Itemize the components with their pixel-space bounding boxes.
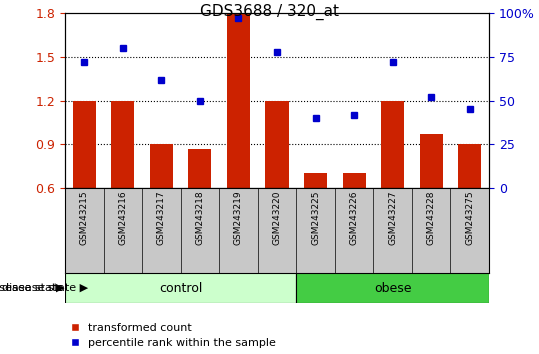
- FancyBboxPatch shape: [296, 273, 489, 303]
- Text: ▶: ▶: [56, 283, 64, 293]
- Bar: [73, 101, 96, 188]
- Bar: [150, 144, 173, 188]
- FancyBboxPatch shape: [65, 273, 296, 303]
- Bar: [342, 173, 365, 188]
- Text: disease state: disease state: [0, 283, 63, 293]
- Text: GDS3688 / 320_at: GDS3688 / 320_at: [200, 4, 339, 20]
- Text: obese: obese: [374, 281, 411, 295]
- Text: GSM243275: GSM243275: [465, 190, 474, 245]
- Text: GSM243216: GSM243216: [119, 190, 127, 245]
- Bar: [304, 173, 327, 188]
- Text: GSM243220: GSM243220: [273, 190, 281, 245]
- Text: control: control: [159, 281, 202, 295]
- Text: GSM243217: GSM243217: [157, 190, 166, 245]
- Bar: [188, 149, 211, 188]
- Bar: [111, 101, 134, 188]
- Text: GSM243218: GSM243218: [196, 190, 204, 245]
- Text: GSM243226: GSM243226: [350, 190, 358, 245]
- Bar: [265, 101, 288, 188]
- Bar: [381, 101, 404, 188]
- Bar: [227, 13, 250, 188]
- Text: GSM243228: GSM243228: [427, 190, 436, 245]
- Text: GSM243215: GSM243215: [80, 190, 89, 245]
- Text: GSM243219: GSM243219: [234, 190, 243, 245]
- Bar: [458, 144, 481, 188]
- Bar: [420, 134, 443, 188]
- Legend: transformed count, percentile rank within the sample: transformed count, percentile rank withi…: [71, 322, 276, 348]
- Text: GSM243225: GSM243225: [311, 190, 320, 245]
- Text: disease state ▶: disease state ▶: [2, 283, 88, 293]
- Text: GSM243227: GSM243227: [388, 190, 397, 245]
